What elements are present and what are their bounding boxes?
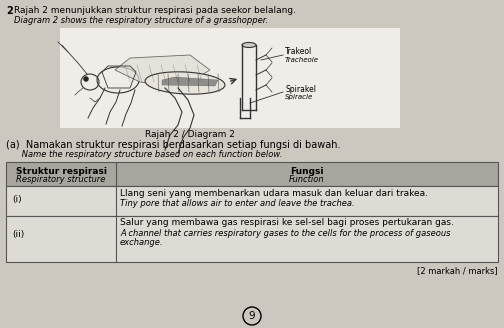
Text: Function: Function (289, 175, 325, 184)
Text: Salur yang membawa gas respirasi ke sel-sel bagi proses pertukaran gas.: Salur yang membawa gas respirasi ke sel-… (120, 218, 454, 227)
Text: (i): (i) (12, 195, 22, 204)
Bar (6, 162, 498, 186)
Text: Rajah 2 / Diagram 2: Rajah 2 / Diagram 2 (145, 130, 235, 139)
Text: Llang seni yang membenarkan udara masuk dan keluar dari trakea.: Llang seni yang membenarkan udara masuk … (120, 189, 428, 198)
Text: (ii): (ii) (12, 230, 24, 239)
Circle shape (84, 76, 89, 81)
Ellipse shape (242, 43, 256, 48)
Bar (6, 186, 498, 216)
Bar (6, 216, 498, 262)
Ellipse shape (145, 72, 225, 94)
Text: Tracheole: Tracheole (285, 57, 319, 63)
Text: Respiratory structure: Respiratory structure (16, 175, 106, 184)
Polygon shape (115, 55, 210, 88)
Text: 9: 9 (248, 311, 256, 321)
Text: Rajah 2 menunjukkan struktur respirasi pada seekor belalang.: Rajah 2 menunjukkan struktur respirasi p… (14, 6, 296, 15)
Text: Struktur respirasi: Struktur respirasi (16, 167, 106, 176)
Text: Fungsi: Fungsi (290, 167, 324, 176)
Text: A channel that carries respiratory gases to the cells for the process of gaseous: A channel that carries respiratory gases… (120, 229, 451, 238)
Text: Tiny pore that allows air to enter and leave the trachea.: Tiny pore that allows air to enter and l… (120, 199, 355, 208)
Polygon shape (162, 77, 218, 86)
Text: Spiracle: Spiracle (285, 94, 313, 100)
FancyBboxPatch shape (60, 28, 400, 128)
Text: Trakeol: Trakeol (285, 48, 312, 56)
Text: Spirakel: Spirakel (285, 85, 316, 93)
Text: Name the respiratory structure based on each function below.: Name the respiratory structure based on … (6, 150, 282, 159)
Text: [2 markah / marks]: [2 markah / marks] (417, 266, 498, 275)
Text: (a)  Namakan struktur respirasi berdasarkan setiap fungsi di bawah.: (a) Namakan struktur respirasi berdasark… (6, 140, 341, 150)
Text: exchange.: exchange. (120, 238, 163, 247)
Text: Diagram 2 shows the respiratory structure of a grasshopper.: Diagram 2 shows the respiratory structur… (14, 16, 268, 25)
Text: 2: 2 (6, 6, 13, 16)
